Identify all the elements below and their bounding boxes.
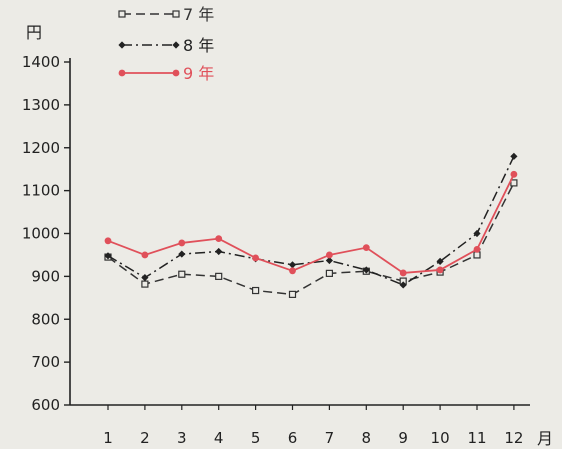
data-point [325, 256, 333, 265]
data-point [252, 286, 260, 295]
data-point [215, 272, 223, 280]
data-point [141, 251, 149, 259]
x-tick-label: 2 [140, 429, 150, 447]
data-point [172, 10, 180, 18]
data-point [510, 152, 518, 160]
series-3 [104, 170, 518, 277]
data-point [118, 41, 126, 49]
data-point [436, 266, 444, 274]
data-point [215, 247, 223, 256]
data-point [399, 281, 407, 289]
y-ticks: 600 700 800 900 1000 1100 1200 1300 1400 [22, 53, 70, 414]
series-line [107, 173, 515, 274]
data-point [172, 69, 180, 77]
x-tick-label: 4 [214, 429, 224, 447]
y-tick-label: 1300 [22, 96, 60, 114]
data-point [510, 170, 518, 178]
axes: 円 月 [26, 23, 553, 448]
x-tick-label: 10 [431, 429, 450, 447]
y-tick-label: 1400 [22, 53, 60, 71]
legend-label: 7 年 [183, 5, 214, 24]
x-tick-label: 11 [467, 429, 486, 447]
data-point [215, 235, 223, 243]
legend-label: 9 年 [183, 64, 214, 83]
y-tick-label: 900 [31, 267, 60, 285]
legend-label: 8 年 [183, 36, 214, 55]
x-tick-label: 7 [325, 429, 335, 447]
legend: 7 年 8 年 9 年 [118, 5, 214, 83]
x-tick-label: 1 [103, 429, 113, 447]
data-point [104, 252, 112, 260]
y-tick-label: 600 [31, 396, 60, 414]
y-tick-label: 1100 [22, 182, 60, 200]
data-point [141, 280, 149, 288]
data-point [510, 179, 518, 187]
data-point [178, 270, 186, 278]
data-point [141, 274, 149, 282]
y-tick-label: 700 [31, 353, 60, 371]
data-point [473, 229, 481, 238]
data-point [473, 251, 481, 259]
y-tick-label: 1200 [22, 139, 60, 157]
data-point [178, 239, 186, 247]
data-point [252, 254, 259, 262]
data-point [118, 10, 126, 18]
data-point [118, 69, 126, 77]
data-point [399, 269, 407, 277]
x-tick-label: 6 [288, 429, 298, 447]
x-tick-label: 9 [398, 429, 408, 447]
series-line [107, 156, 515, 286]
data-point [104, 237, 112, 245]
series-2 [104, 152, 518, 289]
y-tick-label: 800 [31, 310, 60, 328]
y-axis-unit-label: 円 [26, 23, 42, 42]
series-group [104, 152, 518, 298]
data-point [325, 269, 333, 277]
data-point [362, 266, 370, 274]
x-tick-label: 3 [177, 429, 187, 447]
data-point [288, 290, 297, 298]
x-tick-label: 8 [362, 429, 372, 447]
data-point [288, 261, 297, 269]
x-axis-unit-label: 月 [537, 429, 553, 448]
series-1 [104, 179, 518, 298]
data-point [473, 245, 481, 253]
data-point [362, 244, 370, 252]
x-tick-label: 12 [504, 429, 523, 447]
data-point [178, 250, 186, 258]
x-ticks: 1 2 3 4 5 6 7 8 9 10 11 12 [103, 405, 523, 447]
series-line [107, 182, 515, 296]
data-point [436, 257, 444, 265]
data-point [172, 41, 180, 49]
y-tick-label: 1000 [22, 225, 60, 243]
data-point [289, 267, 296, 275]
x-tick-label: 5 [251, 429, 261, 447]
data-point [326, 251, 333, 259]
